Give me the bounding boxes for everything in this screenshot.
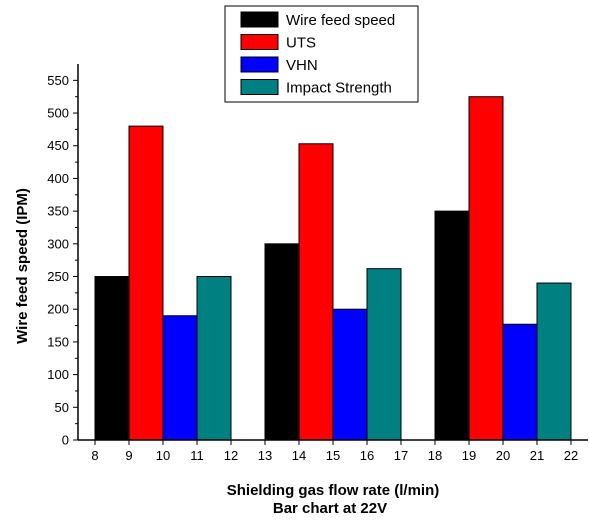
chart-subtitle: Bar chart at 22V <box>273 500 387 517</box>
legend-label: Wire feed speed <box>286 12 395 29</box>
legend: Wire feed speed UTS VHN Impact Strength <box>224 5 419 103</box>
x-tick-label: 9 <box>125 448 132 463</box>
x-tick-label: 22 <box>564 448 578 463</box>
bar-vhn-1 <box>332 308 368 441</box>
y-tick-label: 150 <box>47 334 69 349</box>
y-tick-label: 100 <box>47 367 69 382</box>
y-tick-label: 400 <box>47 171 69 186</box>
y-axis-title: Wire feed speed (IPM) <box>14 188 31 344</box>
x-axis-title: Shielding gas flow rate (l/min) <box>227 482 440 499</box>
legend-swatch-uts <box>240 34 279 50</box>
bar-impact-strength-2 <box>536 282 572 441</box>
x-tick-label: 19 <box>462 448 476 463</box>
y-tick-label: 200 <box>47 302 69 317</box>
y-tick-label: 50 <box>55 400 69 415</box>
bar-vhn-2 <box>502 323 538 441</box>
legend-swatch-wire-feed-speed <box>240 11 279 28</box>
x-tick-label: 18 <box>428 448 442 463</box>
y-tick-label: 350 <box>47 204 69 219</box>
x-tick-label: 12 <box>224 448 238 463</box>
bar-uts-0 <box>128 125 164 441</box>
y-tick-label: 250 <box>47 269 69 284</box>
bar-impact-strength-0 <box>196 276 232 441</box>
bar-vhn-0 <box>162 315 198 441</box>
x-tick-label: 8 <box>91 448 98 463</box>
x-tick-label: 17 <box>394 448 408 463</box>
x-tick-label: 15 <box>326 448 340 463</box>
y-tick-label: 300 <box>47 236 69 251</box>
legend-swatch-impact-strength <box>240 79 279 95</box>
y-tick-label: 550 <box>47 73 69 88</box>
x-tick-label: 10 <box>156 448 170 463</box>
legend-swatch-vhn <box>240 56 279 73</box>
x-tick-label: 16 <box>360 448 374 463</box>
bar-wire-feed-speed-2 <box>434 210 470 441</box>
legend-label: Impact Strength <box>286 80 392 97</box>
bar-wire-feed-speed-0 <box>94 276 130 441</box>
legend-label: VHN <box>286 57 318 74</box>
y-tick-label: 0 <box>62 433 69 448</box>
bar-wire-feed-speed-1 <box>264 243 300 441</box>
bar-impact-strength-1 <box>366 268 402 441</box>
y-tick-label: 500 <box>47 106 69 121</box>
x-tick-label: 20 <box>496 448 510 463</box>
y-tick-label: 450 <box>47 138 69 153</box>
x-tick-label: 21 <box>530 448 544 463</box>
bar-uts-2 <box>468 96 504 441</box>
x-tick-label: 11 <box>190 448 204 463</box>
axes-layer: 0 50 100 150 200 250 300 350 400 450 500 550 8 9 10 11 1… <box>47 64 588 463</box>
legend-label: UTS <box>286 35 316 52</box>
bars-layer <box>94 96 572 441</box>
x-tick-label: 14 <box>292 448 306 463</box>
bar-uts-1 <box>298 143 334 441</box>
x-tick-label: 13 <box>258 448 272 463</box>
